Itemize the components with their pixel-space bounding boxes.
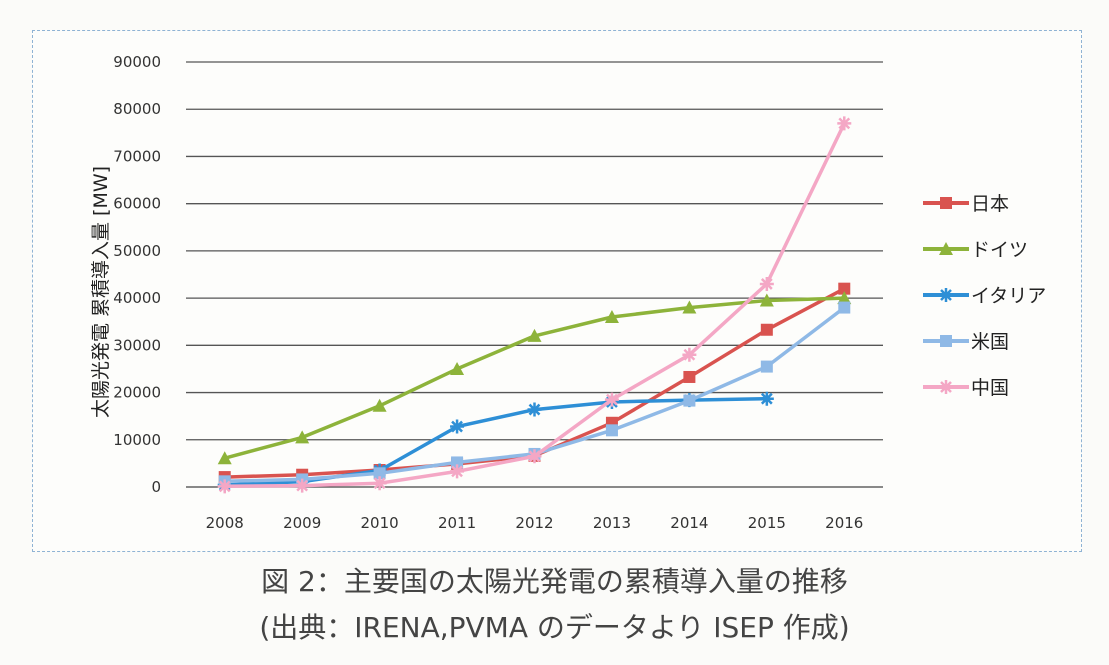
data-point bbox=[217, 451, 232, 465]
x-tick-label: 2016 bbox=[825, 514, 863, 532]
data-point bbox=[605, 424, 618, 437]
legend-label: ドイツ bbox=[971, 239, 1028, 261]
data-point bbox=[838, 282, 851, 295]
y-tick-label: 90000 bbox=[113, 53, 161, 71]
y-tick-label: 30000 bbox=[113, 336, 161, 354]
data-point bbox=[527, 328, 542, 342]
data-point bbox=[450, 361, 465, 375]
data-point bbox=[372, 398, 387, 412]
x-tick-label: 2012 bbox=[515, 514, 553, 532]
y-tick-label: 80000 bbox=[113, 100, 161, 118]
x-tick-label: 2009 bbox=[283, 514, 321, 532]
data-point bbox=[837, 291, 852, 305]
x-tick-label: 2008 bbox=[206, 514, 244, 532]
y-axis-ticks: 90000 80000 70000 60000 50000 40000 30000 20000… bbox=[113, 53, 161, 496]
data-point bbox=[683, 370, 696, 383]
legend-marker bbox=[940, 197, 952, 209]
y-tick-label: 50000 bbox=[113, 242, 161, 260]
x-tick-label: 2015 bbox=[748, 514, 786, 532]
data-point bbox=[372, 476, 387, 491]
data-point bbox=[217, 479, 232, 494]
y-tick-label: 20000 bbox=[113, 384, 161, 402]
series-line bbox=[224, 296, 845, 460]
data-point bbox=[759, 276, 774, 291]
legend-label: 米国 bbox=[971, 331, 1009, 353]
y-axis-title: 太陽光発電 累積導入量 [MW] bbox=[90, 166, 112, 418]
data-point bbox=[760, 323, 773, 336]
series-4 bbox=[217, 116, 852, 494]
figure-caption: 図 2：主要国の太陽光発電の累積導入量の推移 bbox=[261, 565, 848, 598]
y-tick-label: 70000 bbox=[113, 147, 161, 165]
data-point bbox=[527, 402, 542, 417]
figure-source: (出典：IRENA,PVMA のデータより ISEP 作成) bbox=[259, 611, 850, 644]
data-point bbox=[295, 478, 310, 493]
data-point bbox=[604, 310, 619, 323]
legend-item: イタリア bbox=[923, 285, 1046, 307]
gridlines bbox=[186, 61, 883, 488]
legend-item: 中国 bbox=[923, 377, 1009, 399]
x-tick-label: 2013 bbox=[593, 514, 631, 532]
series-1 bbox=[217, 291, 852, 465]
legend-item: ドイツ bbox=[923, 239, 1028, 261]
x-axis-ticks: 2008 2009 2010 2011 2012 2013 2014 2015 2016 bbox=[206, 514, 864, 532]
legend-label: 中国 bbox=[971, 377, 1009, 399]
legend-item: 米国 bbox=[923, 331, 1009, 353]
x-tick-label: 2011 bbox=[438, 514, 476, 532]
y-tick-label: 0 bbox=[151, 478, 161, 496]
data-point bbox=[373, 467, 386, 480]
data-point bbox=[759, 293, 774, 307]
legend-item: 日本 bbox=[923, 193, 1009, 215]
data-point bbox=[760, 360, 773, 373]
x-tick-label: 2010 bbox=[361, 514, 399, 532]
data-point bbox=[295, 430, 310, 444]
chart-frame: 90000 80000 70000 60000 50000 40000 30000 20000… bbox=[32, 30, 1082, 552]
legend-marker bbox=[940, 335, 952, 347]
line-chart: 90000 80000 70000 60000 50000 40000 30000 20000… bbox=[90, 53, 1046, 532]
data-point bbox=[759, 391, 774, 406]
data-point bbox=[450, 464, 465, 479]
legend-label: イタリア bbox=[971, 285, 1046, 307]
legend-marker bbox=[939, 380, 953, 394]
data-point bbox=[450, 419, 465, 434]
data-point bbox=[451, 456, 464, 469]
data-point bbox=[604, 392, 619, 407]
data-point bbox=[682, 347, 697, 362]
y-tick-label: 10000 bbox=[113, 431, 161, 449]
legend-marker bbox=[939, 242, 953, 255]
legend-marker bbox=[939, 288, 953, 302]
data-point bbox=[683, 394, 696, 407]
data-point bbox=[527, 449, 542, 464]
data-point bbox=[682, 300, 697, 314]
y-tick-label: 60000 bbox=[113, 195, 161, 213]
data-point bbox=[838, 301, 851, 314]
y-tick-label: 40000 bbox=[113, 289, 161, 307]
series-lines bbox=[217, 116, 852, 494]
legend-label: 日本 bbox=[971, 193, 1009, 215]
data-point bbox=[837, 116, 852, 131]
x-tick-label: 2014 bbox=[670, 514, 708, 532]
